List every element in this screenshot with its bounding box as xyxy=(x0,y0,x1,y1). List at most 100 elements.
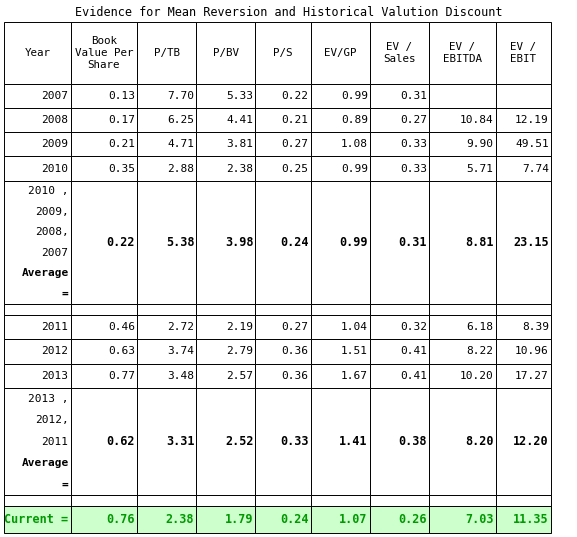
Text: 6.18: 6.18 xyxy=(467,322,493,332)
Text: 0.46: 0.46 xyxy=(108,322,135,332)
Text: 1.79: 1.79 xyxy=(225,513,253,526)
Text: 0.24: 0.24 xyxy=(280,513,309,526)
Bar xyxy=(370,495,429,506)
Bar xyxy=(370,180,429,304)
Text: 0.13: 0.13 xyxy=(108,91,135,101)
Text: 2008: 2008 xyxy=(42,115,69,125)
Bar xyxy=(4,108,70,132)
Text: 4.41: 4.41 xyxy=(227,115,253,125)
Bar xyxy=(137,156,196,180)
Bar xyxy=(310,180,370,304)
Bar xyxy=(310,84,370,108)
Bar xyxy=(70,388,137,495)
Bar xyxy=(310,304,370,315)
Text: 0.77: 0.77 xyxy=(108,371,135,381)
Bar xyxy=(137,315,196,339)
Bar xyxy=(310,22,370,84)
Bar xyxy=(429,315,496,339)
Text: 1.08: 1.08 xyxy=(341,140,368,149)
Text: 2013 ,: 2013 , xyxy=(28,394,69,403)
Text: 2008,: 2008, xyxy=(35,227,69,237)
Bar xyxy=(310,108,370,132)
Bar xyxy=(310,495,370,506)
Bar xyxy=(70,84,137,108)
Bar xyxy=(4,339,70,364)
Bar xyxy=(310,364,370,388)
Text: 2.88: 2.88 xyxy=(167,164,194,173)
Text: 1.07: 1.07 xyxy=(339,513,368,526)
Text: 0.89: 0.89 xyxy=(341,115,368,125)
Bar xyxy=(429,84,496,108)
Text: 2010 ,: 2010 , xyxy=(28,186,69,196)
Text: 3.74: 3.74 xyxy=(167,346,194,357)
Text: 0.21: 0.21 xyxy=(108,140,135,149)
Bar xyxy=(496,180,551,304)
Text: 2.19: 2.19 xyxy=(227,322,253,332)
Bar xyxy=(429,22,496,84)
Bar xyxy=(256,132,310,156)
Text: 8.39: 8.39 xyxy=(522,322,549,332)
Bar xyxy=(196,388,256,495)
Bar xyxy=(496,132,551,156)
Bar xyxy=(496,495,551,506)
Text: 0.27: 0.27 xyxy=(282,322,309,332)
Text: P/BV: P/BV xyxy=(213,48,239,58)
Text: 0.35: 0.35 xyxy=(108,164,135,173)
Bar xyxy=(370,506,429,533)
Bar xyxy=(70,180,137,304)
Text: 0.24: 0.24 xyxy=(280,236,309,249)
Bar xyxy=(496,22,551,84)
Text: EV /
Sales: EV / Sales xyxy=(383,42,415,64)
Bar xyxy=(310,156,370,180)
Bar xyxy=(310,506,370,533)
Bar xyxy=(429,180,496,304)
Bar xyxy=(429,339,496,364)
Text: EV /
EBITDA: EV / EBITDA xyxy=(443,42,482,64)
Bar xyxy=(496,364,551,388)
Bar xyxy=(4,304,70,315)
Bar xyxy=(137,506,196,533)
Bar xyxy=(429,495,496,506)
Text: 0.62: 0.62 xyxy=(107,435,135,448)
Text: 0.22: 0.22 xyxy=(107,236,135,249)
Bar xyxy=(370,315,429,339)
Bar xyxy=(4,132,70,156)
Bar xyxy=(370,388,429,495)
Bar xyxy=(256,506,310,533)
Bar xyxy=(310,388,370,495)
Bar xyxy=(496,388,551,495)
Text: 10.20: 10.20 xyxy=(460,371,493,381)
Bar xyxy=(4,388,70,495)
Bar xyxy=(196,108,256,132)
Bar xyxy=(70,132,137,156)
Text: 0.99: 0.99 xyxy=(341,164,368,173)
Bar xyxy=(370,156,429,180)
Text: 1.67: 1.67 xyxy=(341,371,368,381)
Bar xyxy=(256,364,310,388)
Text: 2.57: 2.57 xyxy=(227,371,253,381)
Text: 0.99: 0.99 xyxy=(341,91,368,101)
Bar xyxy=(256,108,310,132)
Text: 6.25: 6.25 xyxy=(167,115,194,125)
Text: 8.20: 8.20 xyxy=(465,435,493,448)
Bar xyxy=(196,132,256,156)
Bar xyxy=(429,364,496,388)
Bar xyxy=(256,180,310,304)
Text: 49.51: 49.51 xyxy=(515,140,549,149)
Text: EV /
EBIT: EV / EBIT xyxy=(510,42,536,64)
Text: 0.31: 0.31 xyxy=(399,236,427,249)
Bar xyxy=(4,506,70,533)
Bar xyxy=(256,22,310,84)
Bar xyxy=(370,364,429,388)
Text: 23.15: 23.15 xyxy=(513,236,549,249)
Text: 0.36: 0.36 xyxy=(282,371,309,381)
Text: EV/GP: EV/GP xyxy=(324,48,357,58)
Text: 2009: 2009 xyxy=(42,140,69,149)
Bar xyxy=(429,108,496,132)
Text: 12.20: 12.20 xyxy=(513,435,549,448)
Text: 3.48: 3.48 xyxy=(167,371,194,381)
Text: 5.71: 5.71 xyxy=(467,164,493,173)
Text: 0.22: 0.22 xyxy=(282,91,309,101)
Text: 2009,: 2009, xyxy=(35,207,69,216)
Bar xyxy=(496,339,551,364)
